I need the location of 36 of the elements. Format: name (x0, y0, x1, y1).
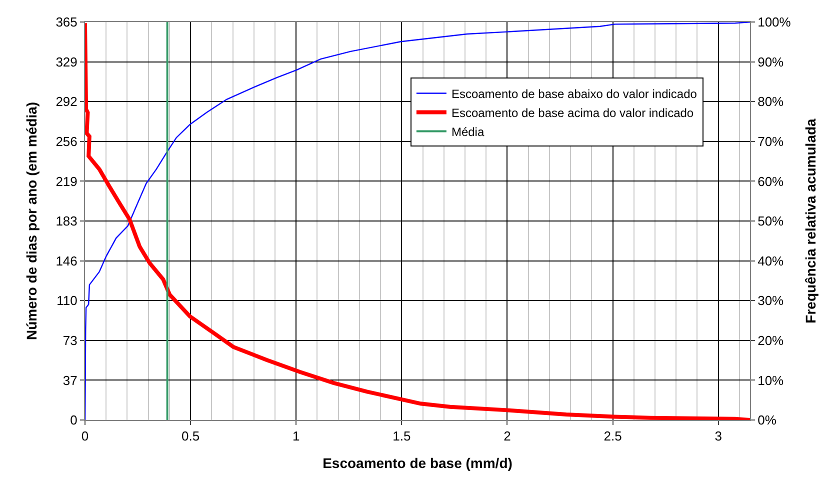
legend-label: Média (451, 124, 484, 139)
y2-tick-label: 0% (758, 412, 777, 428)
legend-label: Escoamento de base abaixo do valor indicado (451, 86, 698, 101)
y2-tick-label: 70% (758, 134, 784, 149)
y-tick-label: 0 (70, 412, 78, 428)
y2-tick-label: 10% (758, 372, 784, 388)
x-axis-title: Escoamento de base (mm/d) (322, 454, 512, 471)
y2-axis-title: Frequência relativa acumulada (802, 118, 819, 324)
y-tick-label: 292 (56, 94, 78, 110)
y-tick-label: 110 (56, 293, 78, 308)
y2-tick-label: 60% (758, 174, 784, 189)
y-tick-label: 37 (62, 372, 78, 388)
x-tick-label: 1.5 (392, 428, 411, 444)
x-tick-label: 0.5 (182, 428, 200, 444)
y-axis-title: Número de dias por ano (em média) (23, 102, 40, 340)
x-tick-label: 3 (714, 428, 722, 444)
y-tick-label: 329 (56, 54, 78, 70)
y2-tick-label: 50% (758, 214, 784, 229)
y2-tick-label: 40% (758, 253, 784, 268)
y-tick-label: 256 (56, 134, 78, 149)
y2-tick-label: 80% (758, 94, 784, 110)
y2-tick-label: 90% (758, 54, 784, 70)
line-series (85, 22, 750, 420)
y2-tick-label: 30% (758, 293, 784, 308)
y-tick-label: 219 (56, 174, 78, 189)
y-tick-label: 146 (56, 253, 78, 268)
x-tick-label: 2 (504, 428, 511, 444)
x-tick-label: 1 (292, 428, 300, 444)
y2-tick-label: 20% (758, 332, 784, 348)
x-tick-label: 2.5 (604, 428, 622, 444)
x-tick-label: 0 (81, 428, 89, 444)
legend-label: Escoamento de base acima do valor indicado (451, 106, 694, 120)
y-tick-label: 365 (56, 14, 78, 30)
y2-tick-label: 100% (758, 14, 792, 30)
y-tick-label: 183 (56, 214, 78, 229)
y-tick-label: 73 (62, 332, 78, 348)
